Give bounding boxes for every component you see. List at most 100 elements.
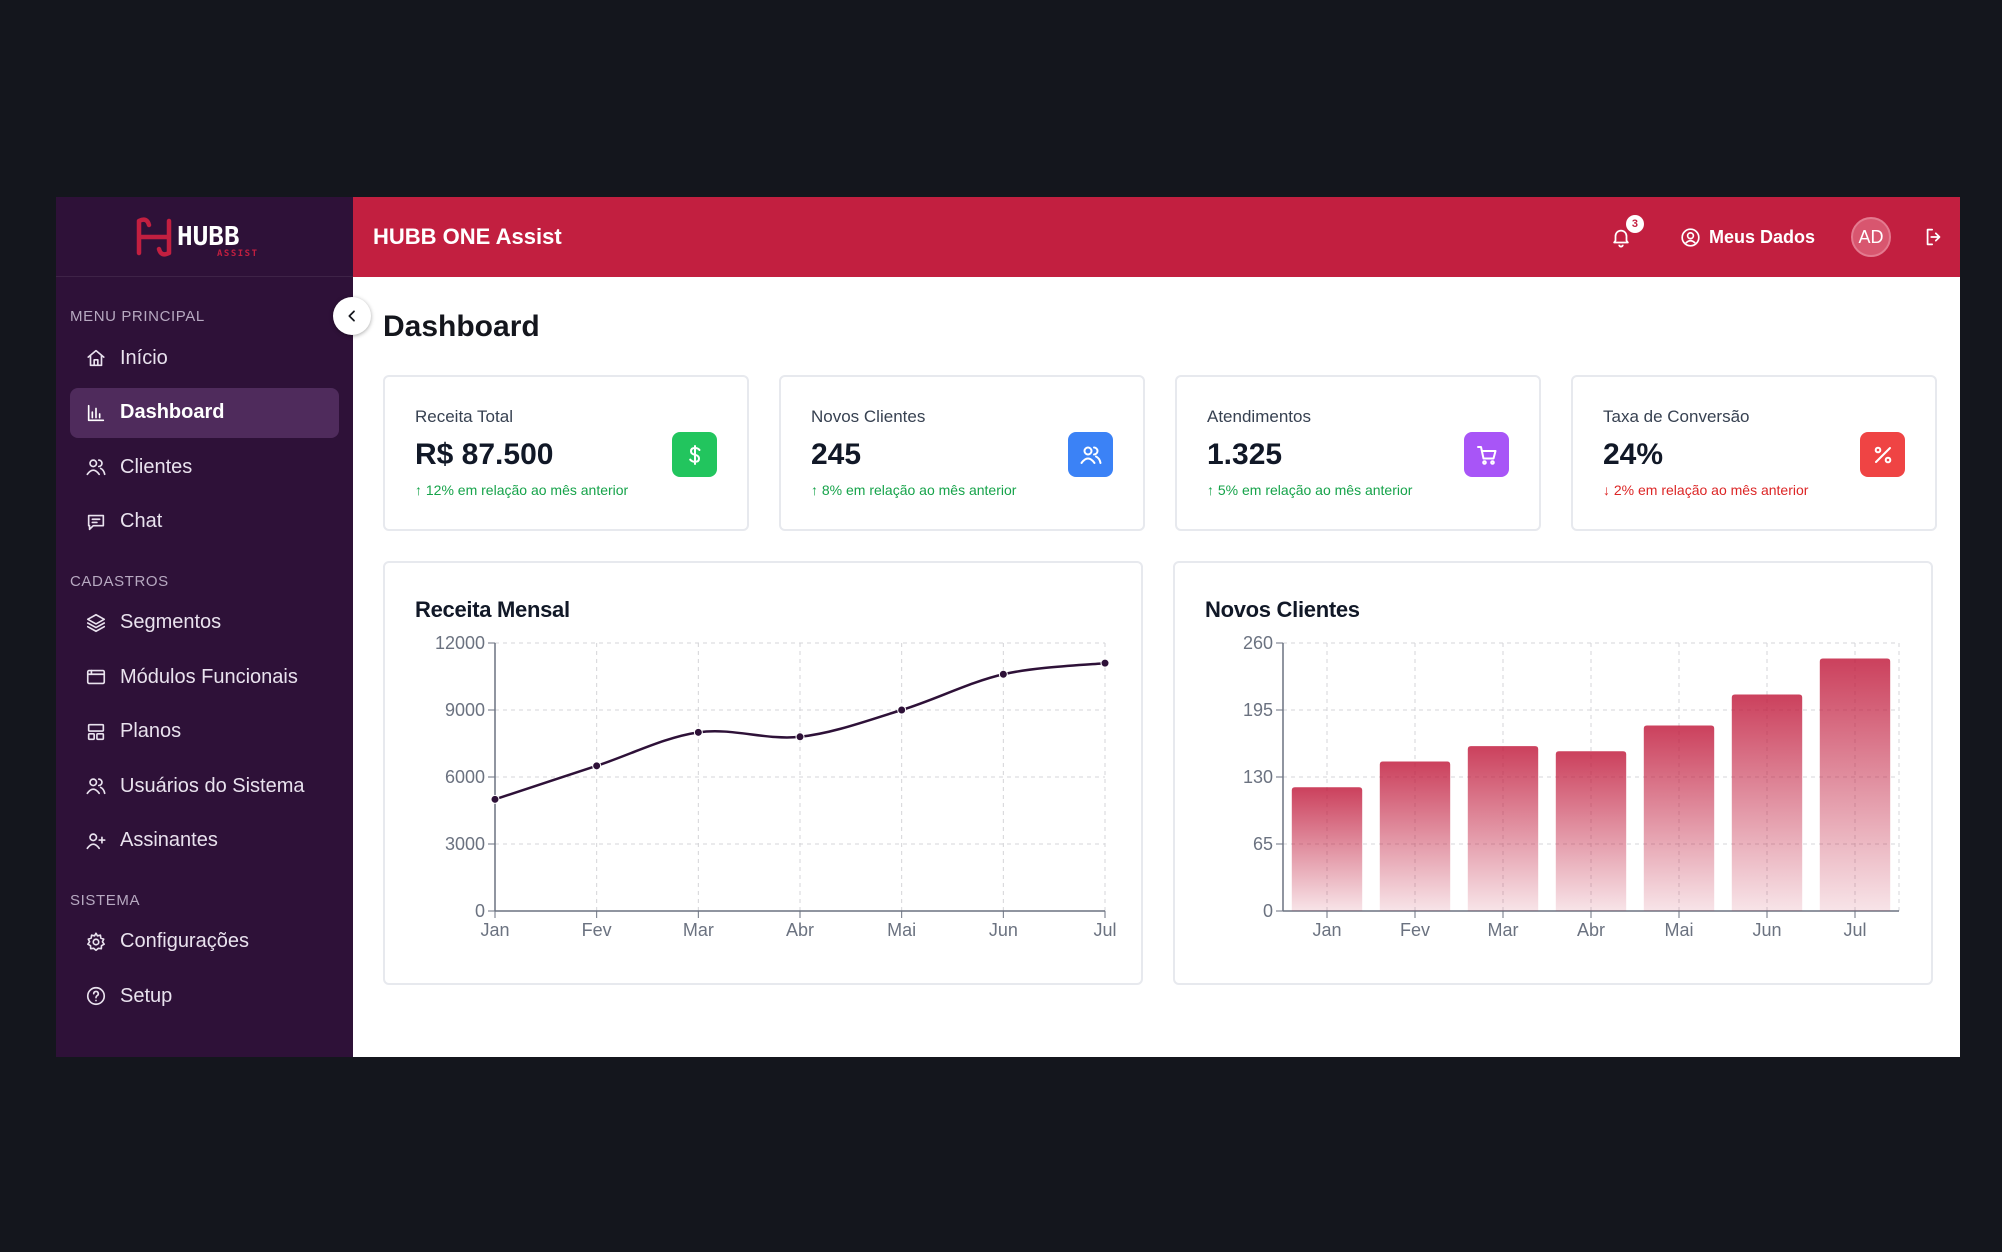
- sidebar-item-setup[interactable]: Setup: [70, 971, 339, 1021]
- sidebar-item-inicio[interactable]: Início: [70, 333, 339, 383]
- app-title: HUBB ONE Assist: [373, 224, 562, 249]
- svg-text:ASSIST: ASSIST: [217, 249, 259, 259]
- bar[interactable]: [1379, 761, 1451, 911]
- notifications-button[interactable]: 3: [1606, 215, 1644, 252]
- collapse-sidebar-button[interactable]: [333, 297, 371, 335]
- sidebar-item-chat[interactable]: Chat: [70, 497, 339, 547]
- page-title: Dashboard: [383, 310, 540, 343]
- sidebar-item-label: Setup: [120, 984, 173, 1007]
- bar[interactable]: [1731, 694, 1803, 911]
- data-point[interactable]: [592, 761, 602, 771]
- chart-title: Novos Clientes: [1205, 597, 1360, 622]
- user-plus-icon: [84, 829, 108, 853]
- sidebar-item-label: Módulos Funcionais: [120, 665, 298, 688]
- help-circle-icon: [84, 984, 108, 1008]
- sidebar: HUBB ASSIST MENU PRINCIPAL Início Dashboar…: [56, 197, 371, 1057]
- bar[interactable]: [1467, 746, 1539, 911]
- nav-section-title: MENU PRINCIPAL: [70, 308, 205, 325]
- chat-icon: [84, 510, 108, 534]
- sidebar-item-segmentos[interactable]: Segmentos: [70, 598, 339, 648]
- stat-label: Novos Clientes: [811, 407, 926, 426]
- stat-trend: ↑ 5% em relação ao mês anterior: [1207, 482, 1413, 498]
- x-tick-label: Mar: [1488, 920, 1519, 940]
- bar[interactable]: [1291, 787, 1363, 911]
- user-circle-icon: [1680, 227, 1701, 248]
- bar[interactable]: [1555, 751, 1627, 911]
- stat-trend: ↑ 12% em relação ao mês anterior: [415, 482, 629, 498]
- clients-chart-card: Novos Clientes 0 65 130 195 260 Jan Fev Mar Abr M…: [1173, 561, 1933, 985]
- revenue-line-chart: 0 3000 6000 9000 12000 Jan Fev Mar Abr Mai Jun Jul: [435, 633, 1117, 940]
- topbar: HUBB ONE Assist 3 Meus Dados AD: [353, 197, 1960, 277]
- x-tick-label: Jul: [1093, 920, 1116, 940]
- hubb-logo-icon: HUBB ASSIST: [136, 216, 259, 259]
- sidebar-item-planos[interactable]: Planos: [70, 707, 339, 757]
- stat-card: Taxa de Conversão 24% ↓ 2% em relação ao m…: [1571, 375, 1937, 531]
- dashboard-content: Dashboard Receita Total R$ 87.500 ↑ 12% em…: [353, 277, 1960, 1057]
- avatar[interactable]: AD: [1851, 217, 1891, 257]
- sidebar-item-configuracoes[interactable]: Configurações: [70, 917, 339, 967]
- bar-chart-icon: [84, 401, 108, 425]
- x-tick-label: Mai: [1664, 920, 1693, 940]
- logo: HUBB ASSIST: [56, 197, 353, 277]
- sidebar-item-modulos-funcionais[interactable]: Módulos Funcionais: [70, 652, 339, 702]
- y-tick-label: 6000: [445, 767, 485, 787]
- gear-icon: [84, 930, 108, 954]
- home-icon: [84, 346, 108, 370]
- stat-trend: ↓ 2% em relação ao mês anterior: [1603, 482, 1809, 498]
- users-icon: [84, 774, 108, 798]
- stat-label: Receita Total: [415, 407, 513, 426]
- sidebar-item-label: Dashboard: [120, 401, 225, 423]
- data-point[interactable]: [795, 732, 805, 742]
- x-tick-label: Mai: [887, 920, 916, 940]
- nav-section-title: CADASTROS: [70, 572, 169, 590]
- sidebar-item-usuarios-do-sistema[interactable]: Usuários do Sistema: [70, 761, 339, 811]
- window-icon: [84, 665, 108, 689]
- y-tick-label: 260: [1243, 633, 1273, 653]
- charts-row: Receita Mensal 0 3000 6000 9000 12000 Jan Fev M…: [383, 561, 1937, 985]
- sidebar-item-label: Planos: [120, 720, 182, 742]
- sidebar-item-clientes[interactable]: Clientes: [70, 442, 339, 492]
- sidebar-item-label: Início: [120, 346, 168, 369]
- dollar-icon: [672, 432, 717, 477]
- stats-row: Receita Total R$ 87.500 ↑ 12% em relação a…: [383, 375, 1937, 531]
- sidebar-item-assinantes[interactable]: Assinantes: [70, 816, 339, 866]
- stat-card: Receita Total R$ 87.500 ↑ 12% em relação a…: [383, 375, 749, 531]
- main-area: HUBB ONE Assist 3 Meus Dados AD: [353, 197, 1960, 1057]
- revenue-chart-card: Receita Mensal 0 3000 6000 9000 12000 Jan Fev M…: [383, 561, 1143, 985]
- data-point[interactable]: [693, 727, 703, 737]
- sidebar-item-label: Chat: [120, 510, 163, 532]
- data-point[interactable]: [1100, 658, 1110, 668]
- sidebar-nav: MENU PRINCIPAL Início Dashboard Clientes Cha…: [56, 307, 353, 1021]
- my-data-label: Meus Dados: [1708, 226, 1815, 247]
- data-point[interactable]: [998, 669, 1008, 679]
- nav-section: MENU PRINCIPAL Início Dashboard Clientes Cha…: [56, 307, 353, 547]
- nav-section-title: SISTEMA: [70, 891, 141, 909]
- x-tick-label: Jun: [989, 920, 1018, 940]
- x-tick-label: Abr: [786, 920, 814, 940]
- bar[interactable]: [1819, 658, 1891, 911]
- data-point[interactable]: [897, 705, 907, 715]
- notification-badge: 3: [1625, 215, 1644, 233]
- chart-title: Receita Mensal: [415, 597, 570, 622]
- x-tick-label: Jan: [1312, 920, 1341, 940]
- sidebar-item-label: Clientes: [120, 455, 193, 478]
- svg-text:HUBB: HUBB: [177, 222, 240, 252]
- data-point[interactable]: [490, 794, 500, 804]
- nav-section: SISTEMA Configurações Setup: [56, 891, 353, 1022]
- x-tick-label: Jun: [1752, 920, 1781, 940]
- y-tick-label: 130: [1243, 767, 1273, 787]
- x-tick-label: Fev: [1400, 920, 1430, 940]
- y-tick-label: 9000: [445, 700, 485, 720]
- bar[interactable]: [1643, 725, 1715, 911]
- x-tick-label: Abr: [1577, 920, 1605, 940]
- sidebar-item-label: Usuários do Sistema: [120, 774, 305, 797]
- sidebar-item-label: Configurações: [120, 930, 249, 952]
- stat-value: 24%: [1603, 438, 1664, 471]
- y-tick-label: 65: [1253, 834, 1273, 854]
- stat-label: Taxa de Conversão: [1603, 407, 1750, 426]
- sidebar-item-dashboard[interactable]: Dashboard: [70, 387, 339, 438]
- my-data-button[interactable]: Meus Dados: [1680, 227, 1815, 248]
- bell-icon: [1613, 229, 1629, 248]
- clients-bar-chart: 0 65 130 195 260 Jan Fev Mar Abr Mai Jun Jul: [1243, 633, 1900, 940]
- logout-button[interactable]: [1923, 226, 1945, 248]
